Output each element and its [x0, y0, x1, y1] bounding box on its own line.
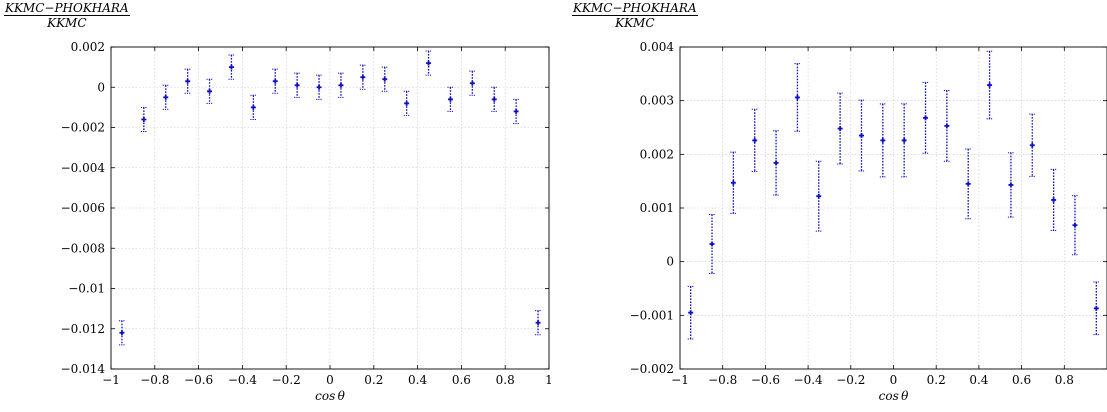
y-tick-label: −0.002	[61, 121, 105, 135]
chart-left: KKMC−PHOKHARA KKMC −1 −0.8 −0.6 −0.4 −0.2 0 0.…	[4, 2, 553, 403]
y-tick-label: −0.002	[630, 362, 674, 376]
x-tick-label: 0.8	[496, 373, 515, 387]
data-point	[986, 50, 993, 120]
data-point	[381, 66, 388, 92]
y-tick-label: 0	[97, 80, 105, 94]
y-tick-label: 0.002	[640, 147, 674, 161]
data-point	[837, 92, 844, 165]
x-tick-label: −0.8	[140, 373, 169, 387]
x-tick-label: −0.8	[708, 373, 737, 387]
chart-right-plot: −1 −0.8 −0.6 −0.4 −0.2 0 0.2 0.4 0.6 0.8 −0.002 −0.…	[630, 40, 1107, 403]
x-tick-label: −0.4	[228, 373, 258, 387]
chart-right: KKMC−PHOKHARA KKMC −1 −0.8 −0.6 −0.4 −0.2 0 0.…	[568, 0, 1107, 412]
y-axis-label-numerator: KKMC−PHOKHARA	[572, 1, 698, 16]
data-point	[228, 54, 235, 80]
y-tick-label: −0.004	[61, 161, 106, 175]
data-point	[513, 98, 520, 124]
x-tick-label: 0.2	[364, 373, 383, 387]
x-tick-label: 1	[545, 373, 553, 387]
data-point	[425, 50, 432, 76]
y-tick-label: 0.003	[640, 94, 674, 108]
x-tick-label: −0.6	[184, 373, 213, 387]
y-tick-label: −0.008	[61, 241, 105, 255]
x-tick-label: 0.2	[927, 373, 946, 387]
data-point	[403, 90, 410, 116]
y-tick-label: −0.014	[61, 362, 106, 376]
data-point	[359, 64, 366, 90]
x-tick-label: 0	[326, 373, 334, 387]
x-tick-label: −1	[671, 373, 689, 387]
data-point	[294, 72, 301, 98]
y-tick-label: −0.001	[630, 308, 674, 322]
x-tick-label: −0.4	[794, 373, 824, 387]
y-axis-label-numerator: KKMC−PHOKHARA	[4, 1, 130, 16]
chart-left-plot: −1 −0.8 −0.6 −0.4 −0.2 0 0.2 0.4 0.6 0.8 1 −0.014 −0…	[61, 40, 553, 403]
x-tick-label: 0.4	[408, 373, 427, 387]
data-point	[535, 310, 542, 336]
data-point	[751, 108, 758, 173]
y-axis-label: KKMC−PHOKHARA KKMC	[572, 2, 698, 29]
y-axis-label: KKMC−PHOKHARA KKMC	[4, 2, 130, 29]
y-tick-label: 0.001	[640, 201, 674, 215]
data-point	[447, 86, 454, 112]
data-point	[118, 320, 125, 346]
x-tick-label: −1	[102, 373, 120, 387]
x-tick-label: 0.8	[1055, 373, 1074, 387]
data-point	[316, 74, 323, 100]
data-point	[337, 72, 344, 98]
data-point	[140, 106, 147, 133]
x-axis-label: cos θ	[315, 389, 346, 403]
y-tick-label: 0.002	[71, 40, 105, 54]
data-point	[1071, 195, 1078, 256]
data-point	[794, 63, 801, 132]
data-point	[901, 103, 908, 178]
x-axis-label: cos θ	[879, 389, 910, 403]
data-point	[687, 285, 694, 340]
data-point	[815, 160, 822, 232]
data-point	[858, 99, 865, 172]
x-tick-label: −0.2	[836, 373, 865, 387]
data-point	[965, 148, 972, 220]
x-tick-label: 0.4	[969, 373, 988, 387]
data-point	[491, 86, 498, 112]
data-point	[469, 70, 476, 96]
data-point	[1050, 168, 1057, 232]
y-tick-label: −0.01	[68, 282, 105, 296]
data-point	[943, 89, 950, 162]
data-point	[1093, 281, 1100, 336]
y-axis-label-denominator: KKMC	[615, 16, 655, 30]
y-tick-label: 0	[666, 255, 674, 269]
data-point	[250, 94, 257, 120]
data-point	[709, 213, 716, 274]
y-tick-label: 0.004	[640, 40, 675, 54]
data-point	[184, 68, 191, 94]
x-tick-label: −0.6	[751, 373, 780, 387]
y-tick-label: −0.012	[61, 322, 105, 336]
x-tick-label: 0	[890, 373, 898, 387]
data-point	[272, 68, 279, 94]
x-tick-label: 0.6	[1012, 373, 1031, 387]
data-point	[922, 81, 929, 154]
x-tick-label: 0.6	[452, 373, 471, 387]
data-point	[1007, 152, 1014, 218]
data-point	[162, 84, 169, 110]
x-tick-label: −0.2	[272, 373, 301, 387]
y-axis-label-denominator: KKMC	[47, 16, 87, 30]
data-point	[730, 151, 737, 214]
data-point	[773, 130, 780, 196]
y-tick-label: −0.006	[61, 201, 105, 215]
data-point	[206, 78, 213, 104]
data-point	[879, 103, 886, 178]
data-point	[1029, 113, 1036, 177]
